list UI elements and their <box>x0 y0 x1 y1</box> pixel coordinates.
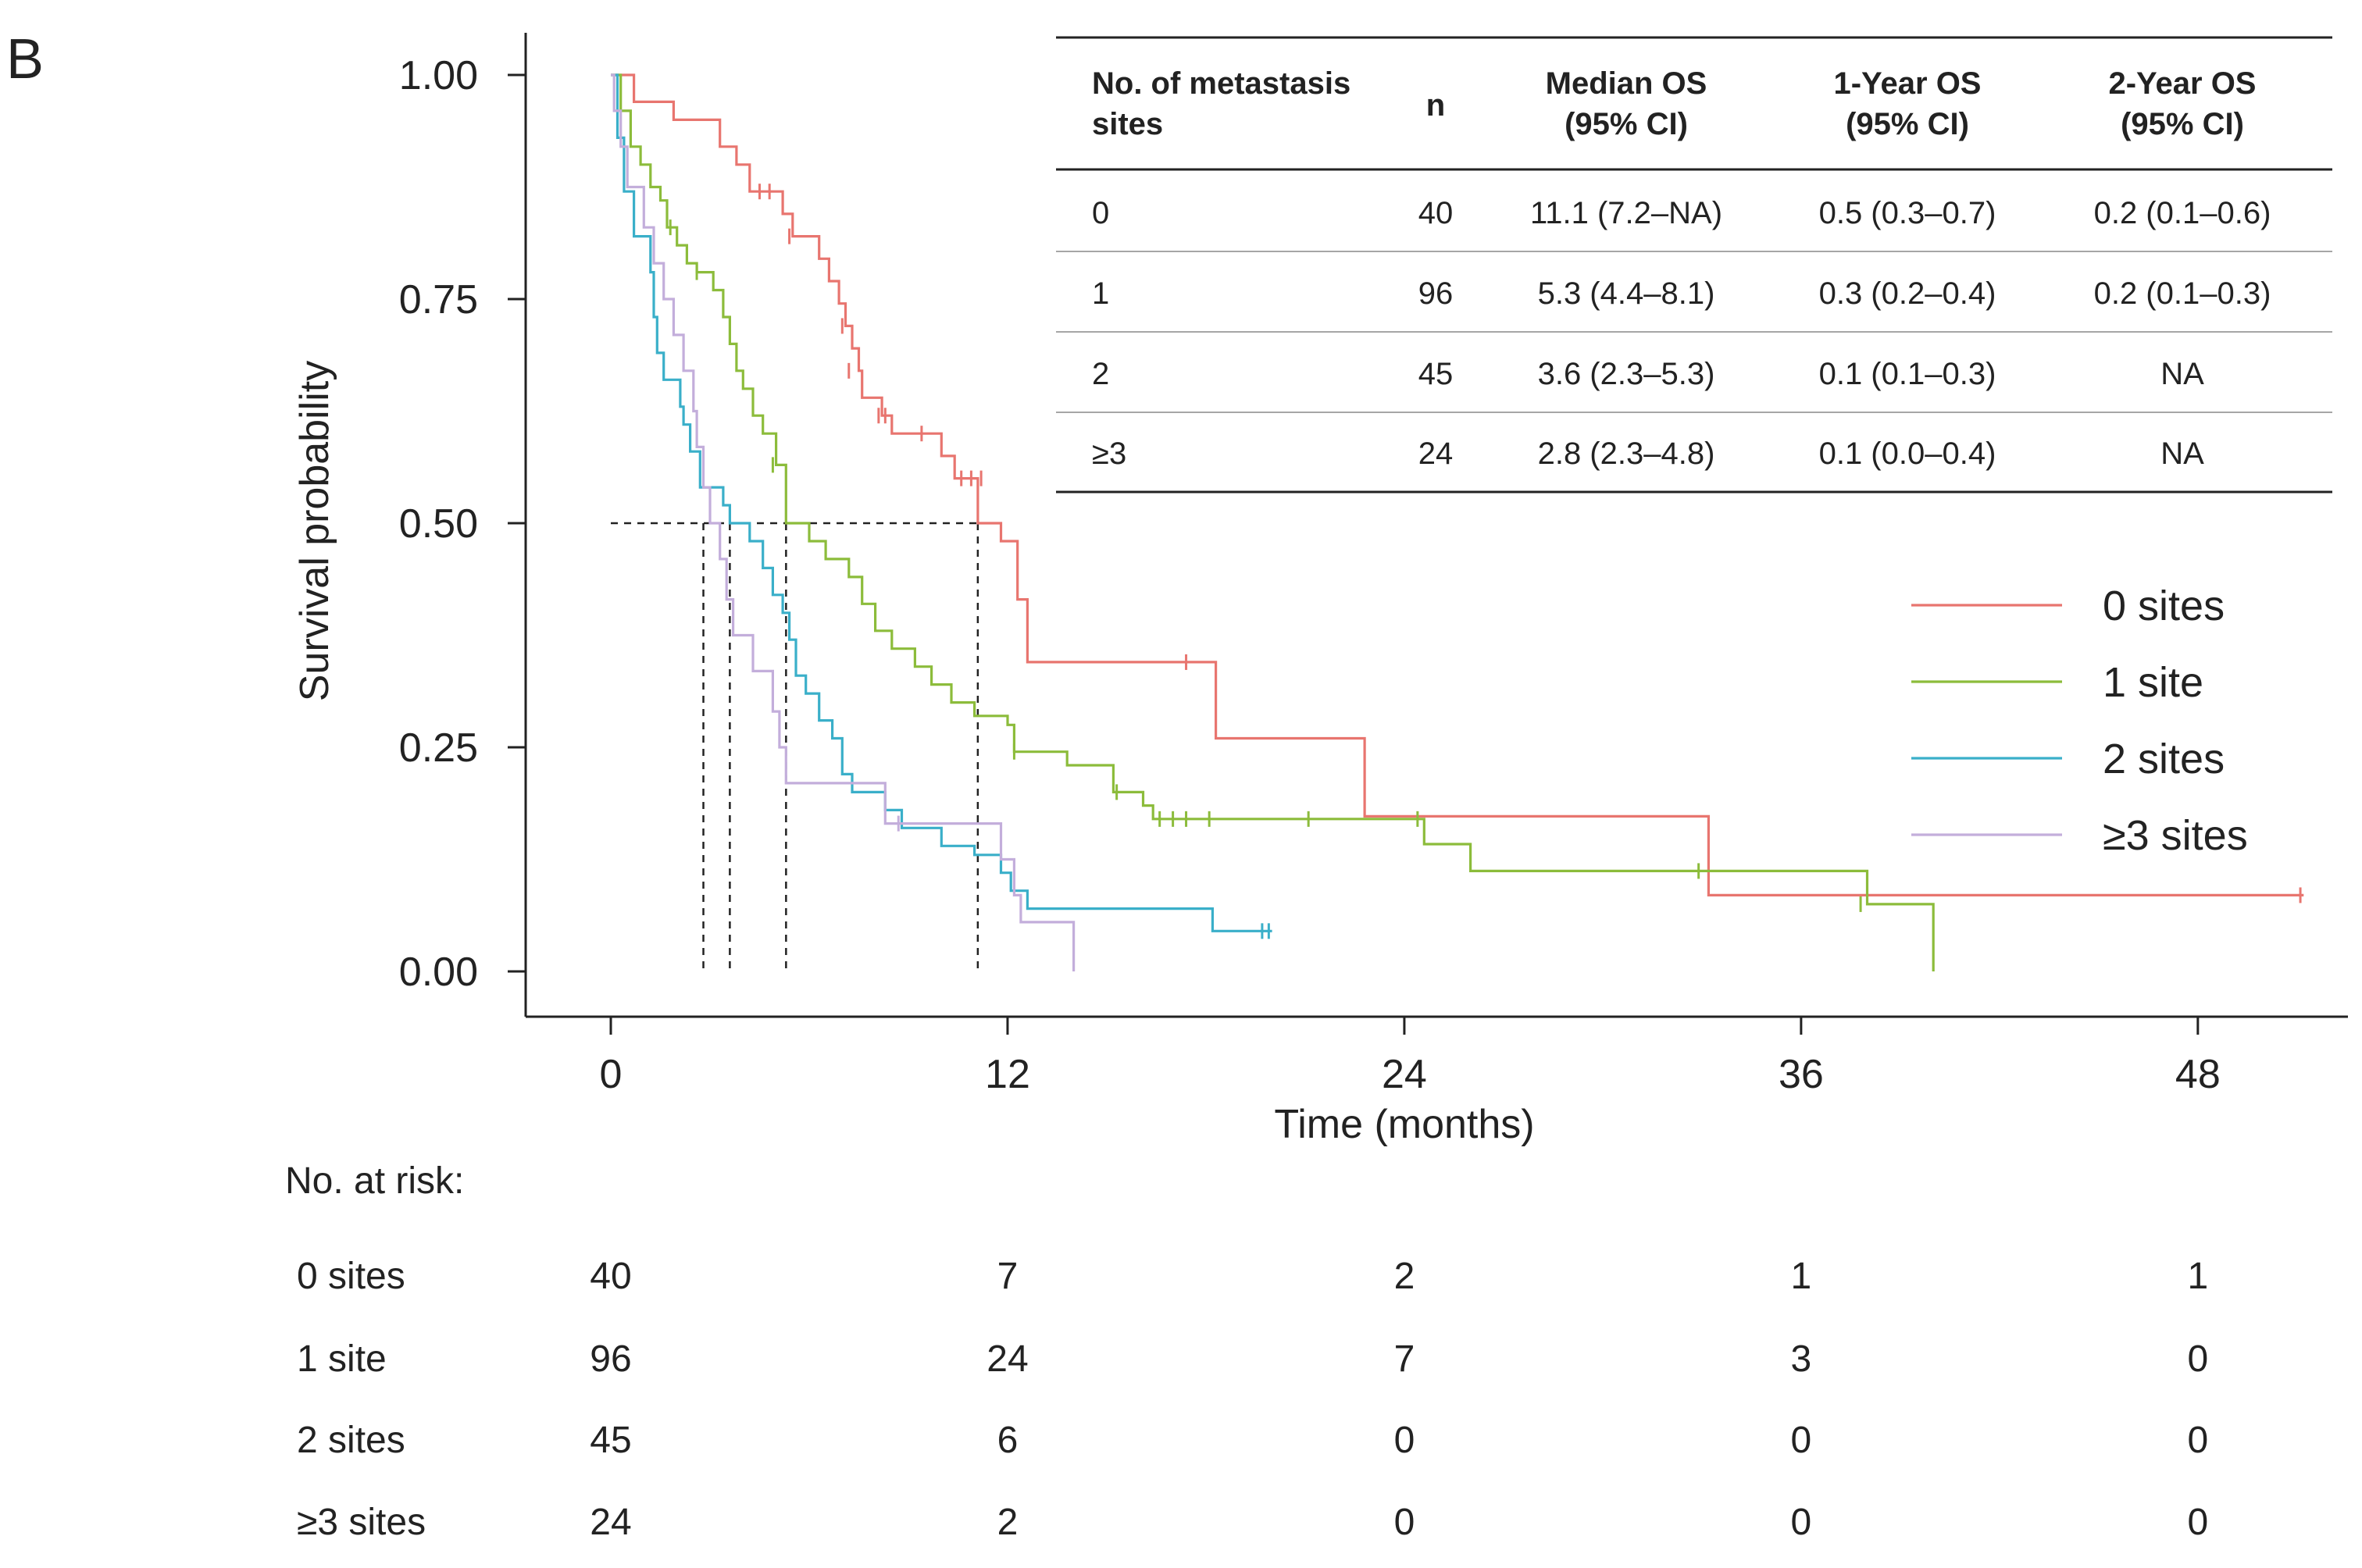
x-tick-label: 48 <box>2175 1052 2221 1097</box>
risk-count: 24 <box>987 1338 1028 1380</box>
y-axis-title: Survival probability <box>292 361 337 701</box>
table-cell: ≥3 <box>1092 437 1126 471</box>
table-cell: 1 <box>1092 276 1109 311</box>
risk-table: No. at risk: 0 sites 40 7 2 1 1 1 site 96 24 7 3 0 2 … <box>285 1160 2208 1543</box>
table-cell: 0.1 (0.0–0.4) <box>1819 437 1996 471</box>
risk-count: 7 <box>997 1256 1019 1297</box>
risk-table-title: No. at risk: <box>285 1160 464 1202</box>
risk-count: 0 <box>2187 1502 2208 1543</box>
table-cell: 24 <box>1418 437 1454 471</box>
table-header-cell: (95% CI) <box>1846 107 1969 141</box>
table-header-cell: (95% CI) <box>1565 107 1688 141</box>
km-curve-series-1 <box>611 73 1935 971</box>
legend-label: 2 sites <box>2103 736 2225 782</box>
table-cell: 45 <box>1418 357 1454 391</box>
x-axis-title: Time (months) <box>1274 1102 1534 1147</box>
risk-count: 96 <box>590 1338 631 1380</box>
survival-curves <box>611 73 2304 971</box>
risk-row-label: 0 sites <box>297 1256 405 1297</box>
risk-row-label: 1 site <box>297 1338 387 1380</box>
table-header-cell: sites <box>1092 107 1163 141</box>
table-cell: 40 <box>1418 196 1454 230</box>
risk-count: 0 <box>1791 1502 1812 1543</box>
risk-count: 0 <box>1394 1502 1415 1543</box>
table-cell: 0.5 (0.3–0.7) <box>1819 196 1996 230</box>
table-header-cell: No. of metastasis <box>1092 66 1350 101</box>
risk-count: 0 <box>1394 1420 1415 1461</box>
risk-count: 2 <box>997 1502 1019 1543</box>
table-cell: 0.3 (0.2–0.4) <box>1819 276 1996 311</box>
table-header-cell: (95% CI) <box>2121 107 2244 141</box>
x-tick-label: 36 <box>1779 1052 1824 1097</box>
risk-count: 24 <box>590 1502 631 1543</box>
table-cell: 0.2 (0.1–0.3) <box>2094 276 2271 311</box>
risk-count: 2 <box>1394 1256 1415 1297</box>
table-cell: 0.1 (0.1–0.3) <box>1819 357 1996 391</box>
table-cell: NA <box>2160 357 2204 391</box>
legend-label: ≥3 sites <box>2103 812 2248 859</box>
risk-count: 1 <box>1791 1256 1812 1297</box>
legend-label: 1 site <box>2103 659 2203 706</box>
y-tick-label: 0.00 <box>399 950 478 995</box>
x-tick-label: 12 <box>985 1052 1030 1097</box>
y-tick-label: 0.50 <box>399 501 478 547</box>
risk-count: 7 <box>1394 1338 1415 1380</box>
table-cell: 2.8 (2.3–4.8) <box>1538 437 1715 471</box>
table-header-cell: 1-Year OS <box>1833 66 1981 101</box>
axes: 0.000.250.500.751.000 12 24 36 48 <box>399 33 2348 1097</box>
risk-count: 1 <box>2187 1256 2208 1297</box>
table-header-cell: n <box>1426 88 1445 123</box>
km-curve-series-2 <box>611 73 1272 932</box>
risk-count: 6 <box>997 1420 1019 1461</box>
x-tick-label: 24 <box>1382 1052 1427 1097</box>
risk-count: 0 <box>1791 1420 1812 1461</box>
y-tick-label: 0.25 <box>399 725 478 771</box>
risk-row-label: ≥3 sites <box>297 1502 426 1543</box>
y-tick-label: 1.00 <box>399 53 478 98</box>
median-reference-lines <box>611 522 979 971</box>
risk-count: 40 <box>590 1256 631 1297</box>
table-cell: 5.3 (4.4–8.1) <box>1538 276 1715 311</box>
table-cell: 11.1 (7.2–NA) <box>1530 196 1722 230</box>
risk-count: 0 <box>2187 1338 2208 1380</box>
table-cell: 2 <box>1092 357 1109 391</box>
y-tick-label: 0.75 <box>399 277 478 323</box>
risk-row-label: 2 sites <box>297 1420 405 1461</box>
table-cell: 96 <box>1418 276 1454 311</box>
x-tick-label: 0 <box>600 1052 623 1097</box>
table-header-cell: Median OS <box>1546 66 1707 101</box>
table-cell: NA <box>2160 437 2204 471</box>
risk-count: 45 <box>590 1420 631 1461</box>
km-curve-series-3 <box>611 73 1076 971</box>
risk-count: 0 <box>2187 1420 2208 1461</box>
summary-table: No. of metastasis sites n Median OS (95% CI)… <box>1056 36 2332 494</box>
table-cell: 3.6 (2.3–5.3) <box>1538 357 1715 391</box>
legend-label: 0 sites <box>2103 583 2225 629</box>
table-header-cell: 2-Year OS <box>2108 66 2256 101</box>
panel-label: B <box>6 28 44 91</box>
table-cell: 0.2 (0.1–0.6) <box>2094 196 2271 230</box>
risk-count: 3 <box>1791 1338 1812 1380</box>
km-curve-series-0 <box>611 73 2304 896</box>
table-cell: 0 <box>1092 196 1109 230</box>
legend: 0 sites 1 site 2 sites ≥3 sites <box>1911 583 2248 859</box>
